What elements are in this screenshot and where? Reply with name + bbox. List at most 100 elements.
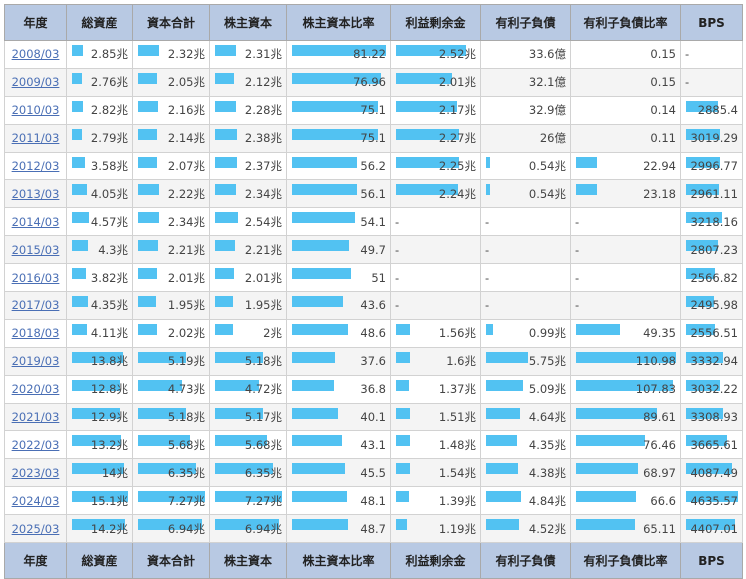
year-cell[interactable]: 2022/03 (4, 430, 67, 460)
value-cell: 1.37兆 (390, 374, 481, 404)
value-cell: 2.32兆 (132, 40, 210, 69)
year-cell[interactable]: 2009/03 (4, 67, 67, 97)
value-text: 26億 (539, 131, 566, 146)
value-cell: 2.21兆 (132, 235, 210, 265)
year-cell[interactable]: 2024/03 (4, 486, 67, 516)
value-cell: 40.1 (286, 402, 391, 432)
value-text: 5.68兆 (244, 437, 282, 452)
value-bar (138, 268, 157, 280)
year-cell[interactable]: 2015/03 (4, 235, 67, 265)
header-cell[interactable]: 有利子負債 (480, 4, 571, 41)
header-cell[interactable]: BPS (680, 4, 743, 41)
financial-table-container: 年度 総資産 資本合計 株主資本 株主資本比率 利益剰余金 有利子負債 有利子負債比率 BPS … (4, 4, 743, 579)
year-link[interactable]: 2012/03 (11, 159, 60, 173)
year-cell[interactable]: 2008/03 (4, 40, 67, 69)
value-cell: 5.18兆 (132, 402, 210, 432)
year-link[interactable]: 2016/03 (11, 270, 60, 285)
value-text: - (485, 242, 490, 257)
value-cell: 2.34兆 (209, 179, 287, 209)
year-link[interactable]: 2021/03 (11, 410, 60, 425)
value-bar (138, 463, 196, 475)
value-bar (396, 519, 407, 531)
header-cell[interactable]: 年度 (4, 4, 67, 41)
value-text: 0.54兆 (528, 159, 566, 173)
year-link[interactable]: 2025/03 (11, 521, 60, 536)
year-link[interactable]: 2014/03 (11, 214, 60, 229)
value-bar (686, 379, 720, 391)
table-row: 2021/03 12.9兆 5.18兆 5.17兆 40.1 1.51兆 4.64兆 89.6… (4, 402, 743, 432)
year-cell[interactable]: 2023/03 (4, 458, 67, 488)
table-row: 2025/03 14.2兆 6.94兆 6.94兆 48.7 1.19兆 4.52兆 65.1… (4, 514, 743, 544)
year-link[interactable]: 2013/03 (11, 186, 60, 201)
footer-cell[interactable]: 資本合計 (132, 542, 210, 579)
value-bar (396, 463, 410, 475)
value-cell: 2885.4 (680, 95, 743, 125)
value-bar (292, 100, 378, 112)
footer-cell[interactable]: BPS (680, 542, 743, 579)
year-cell[interactable]: 2011/03 (4, 123, 67, 153)
value-text: 4087.49 (690, 465, 738, 480)
value-text: - (395, 242, 400, 257)
value-text: 3.82兆 (90, 270, 128, 285)
value-text: 2.02兆 (167, 326, 205, 341)
footer-cell[interactable]: 有利子負債比率 (570, 542, 681, 579)
year-link[interactable]: 2008/03 (11, 47, 60, 62)
footer-cell[interactable]: 年度 (4, 542, 67, 579)
year-cell[interactable]: 2014/03 (4, 207, 67, 237)
value-bar (138, 100, 158, 112)
footer-cell[interactable]: 総資産 (66, 542, 133, 579)
value-cell: 3332.94 (680, 346, 743, 376)
footer-cell[interactable]: 株主資本比率 (286, 542, 391, 579)
year-link[interactable]: 2024/03 (11, 493, 60, 508)
year-link[interactable]: 2011/03 (11, 131, 60, 146)
value-text: 36.8 (360, 382, 386, 397)
value-bar (292, 72, 381, 84)
value-cell: 4.3兆 (66, 235, 133, 265)
year-link[interactable]: 2019/03 (11, 354, 60, 369)
value-text: 13.2兆 (90, 437, 128, 452)
year-link[interactable]: 2009/03 (11, 75, 60, 90)
footer-cell[interactable]: 有利子負債 (480, 542, 571, 579)
year-cell[interactable]: 2012/03 (4, 151, 67, 181)
year-cell[interactable]: 2019/03 (4, 346, 67, 376)
year-cell[interactable]: 2018/03 (4, 318, 67, 348)
year-cell[interactable]: 2016/03 (4, 263, 67, 293)
value-cell: 75.1 (286, 95, 391, 125)
year-link[interactable]: 2018/03 (11, 326, 60, 341)
year-cell[interactable]: 2020/03 (4, 374, 67, 404)
header-cell[interactable]: 有利子負債比率 (570, 4, 681, 41)
header-cell[interactable]: 利益剰余金 (390, 4, 481, 41)
header-cell[interactable]: 株主資本比率 (286, 4, 391, 41)
value-bar (138, 491, 205, 503)
value-text: 22.94 (643, 159, 676, 173)
value-cell: 5.75兆 (480, 346, 571, 376)
footer-cell[interactable]: 利益剰余金 (390, 542, 481, 579)
value-bar (396, 407, 410, 419)
value-text: 3665.61 (690, 437, 738, 452)
footer-cell[interactable]: 株主資本 (209, 542, 287, 579)
value-text: 3218.16 (690, 214, 738, 229)
year-cell[interactable]: 2017/03 (4, 291, 67, 320)
table-row: 2022/03 13.2兆 5.68兆 5.68兆 43.1 1.48兆 4.35兆 76.4… (4, 430, 743, 460)
value-cell: 81.22 (286, 40, 391, 69)
header-cell[interactable]: 総資産 (66, 4, 133, 41)
year-link[interactable]: 2017/03 (11, 298, 60, 313)
value-text: 2961.11 (690, 186, 738, 201)
value-bar (215, 463, 273, 475)
value-bar (215, 323, 233, 335)
value-bar (576, 323, 620, 335)
year-cell[interactable]: 2025/03 (4, 514, 67, 544)
year-link[interactable]: 2020/03 (11, 382, 60, 397)
value-cell: 2.38兆 (209, 123, 287, 153)
year-link[interactable]: 2010/03 (11, 103, 60, 118)
year-link[interactable]: 2015/03 (11, 242, 60, 257)
year-link[interactable]: 2023/03 (11, 465, 60, 480)
year-cell[interactable]: 2021/03 (4, 402, 67, 432)
year-cell[interactable]: 2010/03 (4, 95, 67, 125)
year-cell[interactable]: 2013/03 (4, 179, 67, 209)
value-cell: 4.05兆 (66, 179, 133, 209)
header-cell[interactable]: 資本合計 (132, 4, 210, 41)
header-cell[interactable]: 株主資本 (209, 4, 287, 41)
value-cell: 4.52兆 (480, 514, 571, 544)
year-link[interactable]: 2022/03 (11, 437, 60, 452)
